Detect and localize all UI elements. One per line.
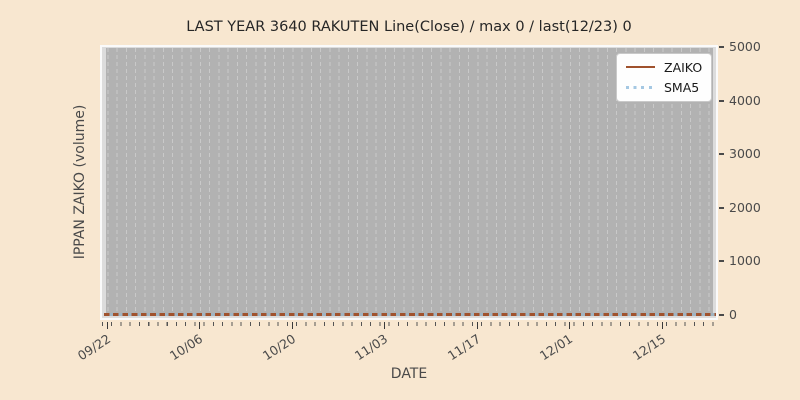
- x-tick-mark: [292, 322, 294, 329]
- legend-item-zaiko: ZAIKO: [617, 60, 711, 75]
- plot-axes: [100, 45, 718, 320]
- legend-item-sma5: SMA5: [617, 80, 711, 95]
- x-tick-label: 09/22: [74, 331, 114, 364]
- y-tick-mark: [719, 153, 724, 155]
- x-tick-mark: [662, 322, 664, 329]
- x-tick-label: 10/20: [259, 331, 299, 364]
- legend-label: ZAIKO: [664, 59, 703, 75]
- x-tick-label: 10/06: [166, 331, 206, 364]
- y-tick-label: 0: [729, 307, 737, 322]
- y-axis-label: IPPAN ZAIKO (volume): [72, 104, 88, 260]
- legend: ZAIKO SMA5: [616, 53, 712, 102]
- x-tick-mark: [569, 322, 571, 329]
- zaiko-series-line: [104, 313, 716, 316]
- y-tick-mark: [719, 314, 724, 316]
- x-tick-label: 12/15: [629, 331, 669, 364]
- y-tick-label: 1000: [729, 253, 761, 268]
- y-tick-label: 3000: [729, 146, 761, 161]
- sma5-dotted-swatch: [626, 86, 655, 90]
- x-tick-mark: [107, 322, 109, 329]
- y-tick-mark: [719, 100, 724, 102]
- legend-label: SMA5: [664, 80, 700, 96]
- y-tick-label: 4000: [729, 93, 761, 108]
- chart-title: LAST YEAR 3640 RAKUTEN Line(Close) / max…: [186, 19, 632, 35]
- x-tick-label: 11/17: [444, 331, 484, 364]
- x-axis-label: DATE: [390, 366, 428, 382]
- y-tick-mark: [719, 46, 724, 48]
- y-tick-label: 2000: [729, 200, 761, 215]
- zaiko-line-swatch: [626, 65, 655, 69]
- y-tick-mark: [719, 207, 724, 209]
- x-axis-minor-ticks: [102, 322, 718, 326]
- x-tick-mark: [199, 322, 201, 329]
- x-tick-label: 11/03: [351, 331, 391, 364]
- x-tick-label: 12/01: [536, 331, 576, 364]
- sma5-series-line: [104, 313, 716, 316]
- y-tick-mark: [719, 260, 724, 262]
- plot-area: [106, 48, 713, 313]
- x-tick-mark: [384, 322, 386, 329]
- x-tick-mark: [477, 322, 479, 329]
- y-tick-label: 5000: [729, 39, 761, 54]
